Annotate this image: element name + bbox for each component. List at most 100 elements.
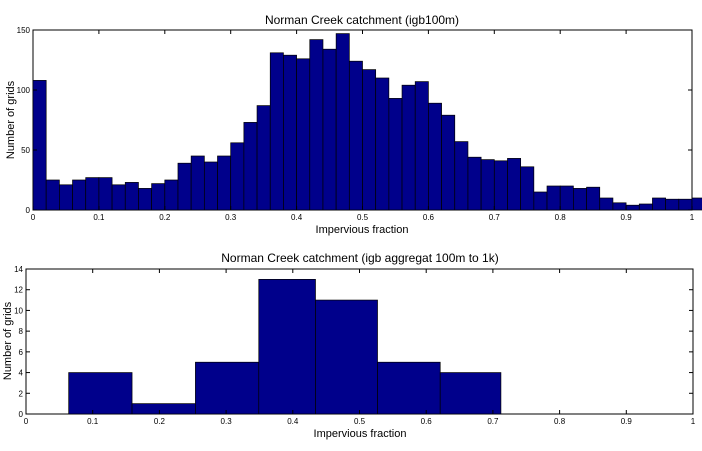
histogram-bar [454, 141, 469, 211]
x-tick-label: 0.9 [621, 213, 633, 222]
top-histogram-chart: 0 0.1 0.2 0.3 0.4 0.5 0.6 0.7 0.8 0.9 1 050100150 … [5, 13, 702, 236]
x-tick-label: 0.4 [291, 213, 303, 222]
x-tick-label: 0.7 [489, 213, 501, 222]
bottom-y-ticks: 0 2 4 6 8 10 12 14 [14, 265, 693, 419]
histogram-bar [520, 166, 535, 211]
histogram-bar [32, 80, 47, 211]
y-tick-label: 6 [19, 348, 24, 357]
x-tick-label: 0.1 [87, 417, 99, 426]
histogram-bar [401, 84, 416, 211]
histogram-bar [217, 155, 232, 211]
x-tick-label: 0.6 [423, 213, 435, 222]
y-tick-label: 8 [19, 327, 24, 336]
histogram-bar [164, 179, 179, 211]
y-tick-label: 2 [19, 389, 24, 398]
histogram-bar [256, 105, 271, 211]
top-y-ticks: 0 50 100 150 [17, 26, 692, 215]
x-tick-label: 0 [24, 417, 29, 426]
x-tick-label: 0.7 [487, 417, 499, 426]
x-tick-label: 0.5 [354, 417, 366, 426]
bottom-x-axis-label: Impervious fraction [314, 428, 407, 440]
y-tick-label: 150 [17, 26, 31, 35]
x-tick-label: 0.5 [357, 213, 369, 222]
x-tick-label: 1 [690, 213, 695, 222]
x-tick-label: 0.4 [287, 417, 299, 426]
histogram-bar [493, 160, 508, 211]
histogram-bar [111, 184, 126, 211]
histogram-bar [586, 186, 601, 211]
histogram-bar [691, 197, 702, 211]
y-tick-label: 12 [14, 286, 23, 295]
x-tick-label: 0.9 [621, 417, 633, 426]
x-tick-label: 0.1 [93, 213, 105, 222]
x-tick-label: 0.8 [555, 213, 567, 222]
histogram-bar [388, 98, 403, 211]
histogram-bar [652, 197, 666, 211]
histogram-bar [599, 197, 614, 211]
histogram-bar [315, 299, 378, 415]
x-tick-label: 0.6 [421, 417, 433, 426]
histogram-bar [638, 203, 653, 211]
histogram-bar [85, 177, 100, 211]
histogram-bar [131, 403, 196, 415]
histogram-bar [68, 372, 133, 415]
x-tick-label: 0.2 [154, 417, 166, 426]
histogram-bar [124, 182, 139, 211]
bottom-bars [68, 279, 502, 415]
histogram-bar [348, 60, 363, 211]
histogram-bar [612, 202, 627, 211]
histogram-bar [59, 184, 73, 211]
y-tick-label: 100 [17, 86, 31, 95]
histogram-bar [138, 188, 152, 211]
y-tick-label: 14 [14, 265, 23, 274]
histogram-bar [559, 185, 574, 211]
histogram-bar [72, 179, 87, 211]
histogram-bar [665, 198, 680, 211]
histogram-bar [309, 39, 324, 211]
histogram-bar [230, 142, 245, 211]
histogram-bar [190, 155, 205, 211]
histogram-bar [177, 162, 192, 211]
histogram-bar [151, 183, 166, 211]
y-tick-label: 4 [19, 369, 24, 378]
bottom-y-axis-label: Number of grids [2, 301, 14, 380]
histogram-bar [362, 69, 377, 211]
histogram-bar [322, 48, 337, 211]
histogram-bar [507, 158, 522, 211]
histogram-bar [258, 279, 316, 415]
histogram-bar [296, 58, 311, 211]
histogram-bar [428, 102, 442, 211]
x-tick-label: 0 [31, 213, 36, 222]
x-tick-label: 0.3 [225, 213, 237, 222]
y-tick-label: 0 [19, 410, 24, 419]
bottom-x-ticks: 0 0.1 0.2 0.3 0.4 0.5 0.6 0.7 0.8 0.9 1 [24, 269, 696, 426]
histogram-bar [533, 191, 548, 211]
top-chart-title: Norman Creek catchment (igb100m) [265, 13, 459, 27]
histogram-bar [441, 114, 456, 211]
histogram-bar [283, 54, 297, 211]
histogram-bar [480, 159, 495, 211]
x-tick-label: 1 [691, 417, 696, 426]
histogram-bar [195, 361, 260, 415]
histogram-bar [335, 33, 350, 211]
top-x-axis-label: Impervious fraction [316, 224, 409, 236]
histogram-bar [625, 204, 640, 211]
histogram-bar [243, 122, 258, 211]
top-y-axis-label: Number of grids [5, 80, 17, 159]
histogram-bar [546, 185, 561, 211]
bottom-chart-title: Norman Creek catchment (igb aggregat 100… [221, 251, 498, 265]
y-tick-label: 10 [14, 306, 23, 315]
x-tick-label: 0.3 [221, 417, 233, 426]
histogram-bar [573, 188, 587, 211]
top-x-ticks: 0 0.1 0.2 0.3 0.4 0.5 0.6 0.7 0.8 0.9 1 [31, 30, 695, 222]
top-bars [32, 33, 702, 211]
x-tick-label: 0.2 [159, 213, 171, 222]
histogram-bar [45, 179, 60, 211]
histogram-bar [98, 177, 113, 211]
bottom-histogram-chart: 0 0.1 0.2 0.3 0.4 0.5 0.6 0.7 0.8 0.9 1 0 2 4 6 8 10 12 1… [2, 251, 696, 440]
histogram-bar [678, 198, 693, 211]
histogram-bar [203, 161, 218, 211]
histogram-bar [269, 52, 284, 211]
histogram-bar [375, 77, 390, 211]
